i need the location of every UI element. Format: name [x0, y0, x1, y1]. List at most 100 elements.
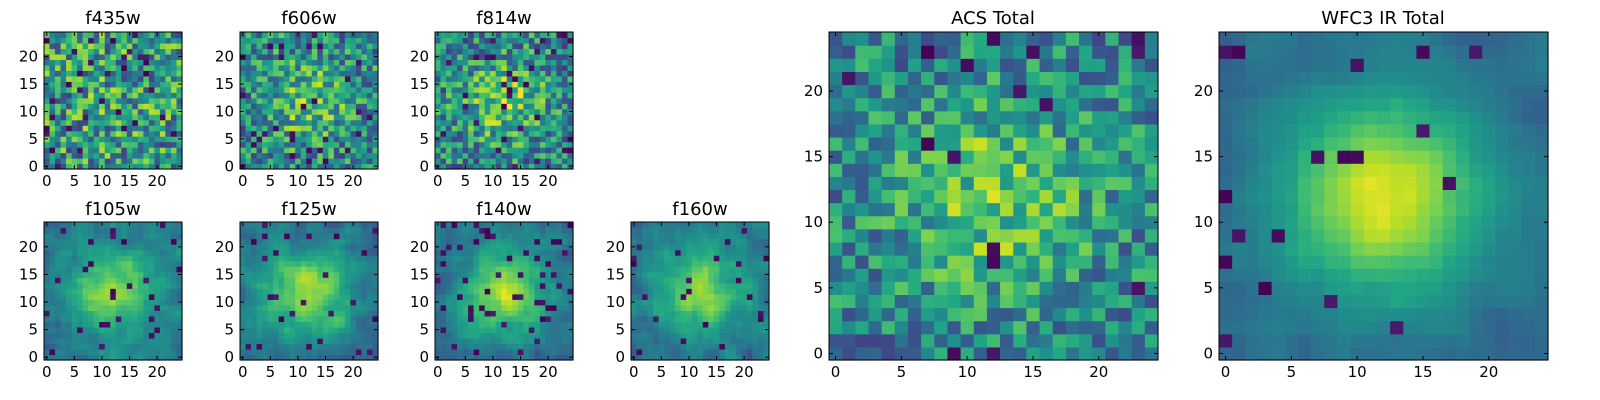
heatmap-cell: [708, 288, 715, 295]
heatmap-cell: [240, 158, 247, 165]
heatmap-cell: [561, 37, 569, 44]
heatmap-cell: [289, 114, 296, 121]
heatmap-cell: [361, 304, 368, 311]
heatmap-cell: [457, 81, 464, 88]
heatmap-cell: [484, 32, 491, 39]
heatmap-cell: [647, 348, 654, 356]
heatmap-cell: [451, 152, 458, 159]
heatmap-cell: [300, 92, 307, 99]
heatmap-cell: [512, 42, 519, 50]
heatmap-cell: [49, 158, 56, 165]
heatmap-cell: [121, 271, 128, 278]
heatmap-cell: [1092, 255, 1106, 269]
heatmap-cell: [686, 310, 693, 317]
heatmap-cell: [295, 227, 302, 234]
heatmap-cell: [495, 354, 502, 361]
heatmap-cell: [66, 141, 73, 148]
heatmap-cell: [132, 125, 139, 132]
heatmap-cell: [49, 293, 56, 300]
x-tick-label: 10: [679, 363, 698, 381]
heatmap-cell: [339, 304, 346, 311]
heatmap-cell: [539, 141, 546, 148]
heatmap-cell: [550, 158, 558, 165]
heatmap-cell: [1118, 255, 1133, 269]
heatmap-cell: [344, 158, 351, 165]
heatmap-cell: [523, 310, 530, 317]
heatmap-cell: [894, 228, 909, 243]
heatmap-cell: [55, 48, 62, 55]
heatmap-cell: [306, 266, 313, 273]
heatmap-cell: [523, 152, 530, 159]
heatmap-cell: [658, 310, 665, 317]
heatmap-cell: [1065, 215, 1080, 230]
heatmap-cell: [506, 321, 513, 328]
heatmap-cell: [484, 282, 491, 289]
heatmap-cell: [501, 304, 508, 311]
heatmap-cell: [501, 310, 508, 317]
heatmap-cell: [71, 233, 78, 240]
heatmap-cell: [934, 294, 949, 309]
heatmap-cell: [517, 136, 524, 143]
heatmap-cell: [137, 299, 144, 306]
heatmap-cell: [567, 92, 574, 99]
heatmap-cell: [1026, 333, 1041, 348]
heatmap-cell: [1118, 320, 1133, 335]
heatmap-cell: [60, 108, 67, 115]
heatmap-cell: [170, 136, 178, 143]
heatmap-cell: [328, 92, 335, 99]
heatmap-cell: [88, 310, 95, 317]
heatmap-cell: [245, 81, 252, 88]
heatmap-cell: [317, 238, 324, 245]
heatmap-cell: [333, 103, 340, 110]
heatmap-cell: [435, 304, 442, 311]
heatmap-cell: [317, 244, 324, 251]
heatmap-cell: [300, 255, 307, 262]
heatmap-cell: [159, 125, 167, 132]
heatmap-cell: [295, 288, 302, 295]
heatmap-cell: [159, 293, 167, 300]
heatmap-cell: [366, 271, 374, 278]
heatmap-cell: [99, 158, 106, 165]
heatmap-cell: [724, 348, 731, 356]
heatmap-cell: [490, 293, 497, 300]
heatmap-cell: [170, 92, 178, 99]
heatmap-cell: [93, 238, 100, 245]
heatmap-cell: [534, 310, 541, 317]
heatmap-cell: [176, 227, 183, 234]
heatmap-cell: [462, 310, 469, 317]
heatmap-cell: [642, 321, 649, 328]
heatmap-cell: [240, 92, 247, 99]
x-tick-label: 10: [483, 363, 502, 381]
heatmap-cell: [289, 277, 296, 284]
heatmap-cell: [273, 103, 280, 110]
heatmap-cell: [642, 293, 649, 300]
heatmap-cell: [176, 92, 183, 99]
heatmap-cell: [278, 233, 285, 240]
heatmap-cell: [154, 152, 161, 159]
heatmap-cell: [88, 249, 95, 256]
heatmap-cell: [137, 337, 144, 345]
heatmap-cell: [468, 119, 475, 126]
heatmap-cell: [262, 354, 269, 361]
heatmap-cell: [484, 119, 491, 126]
heatmap-cell: [66, 130, 73, 137]
heatmap-cell: [435, 92, 442, 99]
heatmap-cell: [947, 228, 962, 243]
heatmap-cell: [278, 42, 285, 50]
heatmap-cell: [278, 81, 285, 88]
heatmap-cell: [636, 315, 643, 322]
heatmap-cell: [653, 260, 660, 267]
heatmap-cell: [512, 310, 519, 317]
heatmap-cell: [339, 233, 346, 240]
heatmap-cell: [350, 70, 357, 77]
heatmap-cell: [350, 92, 357, 99]
heatmap-cell: [115, 70, 122, 77]
heatmap-cell: [251, 271, 258, 278]
heatmap-cell: [256, 354, 263, 361]
heatmap-cell: [306, 119, 313, 126]
heatmap-cell: [490, 92, 497, 99]
heatmap-cell: [658, 271, 665, 278]
heatmap-cell: [757, 348, 765, 356]
heatmap-cell: [121, 147, 128, 154]
heatmap-cell: [143, 304, 150, 311]
